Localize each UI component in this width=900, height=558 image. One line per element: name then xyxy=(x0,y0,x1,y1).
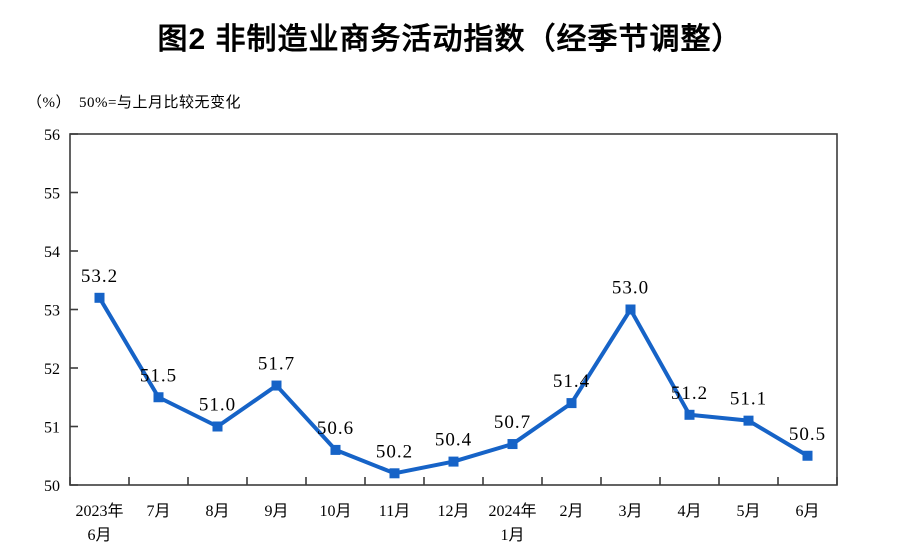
x-axis-tick-label: 12月 xyxy=(437,503,469,520)
baseline-note-label: 50%=与上月比较无变化 xyxy=(79,95,241,111)
data-point-value-label: 51.4 xyxy=(553,371,590,392)
x-axis-tick-label: 9月 xyxy=(264,503,288,520)
data-point-value-label: 50.7 xyxy=(494,412,531,433)
data-point-marker xyxy=(153,392,164,403)
data-point-marker xyxy=(330,444,341,455)
data-point-value-label: 50.4 xyxy=(435,430,472,451)
data-point-value-label: 53.0 xyxy=(612,278,649,299)
data-point-value-label: 51.5 xyxy=(140,365,177,386)
axis-note: （%） 50%=与上月比较无变化 xyxy=(27,91,241,112)
data-point-marker xyxy=(94,292,105,303)
y-axis-tick-label: 50 xyxy=(44,478,60,495)
chart-title: 图2 非制造业商务活动指数（经季节调整） xyxy=(157,23,743,56)
data-point-marker xyxy=(566,398,577,409)
data-point-marker xyxy=(625,304,636,315)
x-axis-tick-label: 4月 xyxy=(677,503,701,520)
x-axis-tick-label: 10月 xyxy=(319,503,351,520)
x-axis-tick-label: 8月 xyxy=(205,503,229,520)
x-axis-tick-label: 11月 xyxy=(379,503,410,520)
data-point-marker xyxy=(389,468,400,479)
data-point-marker xyxy=(448,456,459,467)
axis-unit-label: （%） xyxy=(27,95,71,111)
data-point-value-label: 50.2 xyxy=(376,441,413,462)
x-axis-tick-label: 2024年 1月 xyxy=(488,502,536,544)
y-axis-tick-label: 54 xyxy=(44,244,60,261)
x-axis-tick-label: 5月 xyxy=(736,503,760,520)
y-axis-tick-label: 53 xyxy=(44,303,60,320)
data-point-marker xyxy=(507,439,518,450)
data-point-value-label: 51.7 xyxy=(258,354,295,375)
data-point-value-label: 50.5 xyxy=(789,424,826,445)
x-axis-tick-label: 7月 xyxy=(146,503,170,520)
data-point-marker xyxy=(743,415,754,426)
data-point-value-label: 51.1 xyxy=(730,389,767,410)
data-point-value-label: 51.2 xyxy=(671,383,708,404)
y-axis-tick-label: 56 xyxy=(44,127,60,144)
data-point-value-label: 53.2 xyxy=(81,266,118,287)
x-axis-tick-label: 2月 xyxy=(559,503,583,520)
y-axis-tick-label: 55 xyxy=(44,186,60,203)
data-point-value-label: 50.6 xyxy=(317,418,354,439)
x-axis-tick-label: 3月 xyxy=(618,503,642,520)
data-point-value-label: 51.0 xyxy=(199,395,236,416)
data-point-marker xyxy=(802,450,813,461)
x-axis-tick-label: 6月 xyxy=(795,503,819,520)
x-axis-tick-label: 2023年 6月 xyxy=(75,502,123,544)
y-axis-tick-label: 51 xyxy=(44,420,60,437)
y-axis-tick-label: 52 xyxy=(44,361,60,378)
data-point-marker xyxy=(212,421,223,432)
data-point-marker xyxy=(684,409,695,420)
data-point-marker xyxy=(271,380,282,391)
